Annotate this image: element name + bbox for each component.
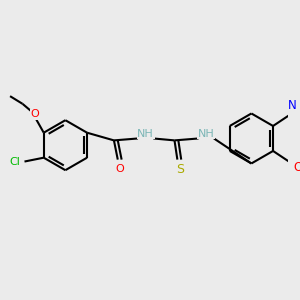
Text: O: O: [31, 110, 39, 119]
Text: O: O: [293, 161, 300, 174]
Text: N: N: [288, 99, 297, 112]
Text: NH: NH: [137, 129, 154, 139]
Text: Cl: Cl: [9, 157, 20, 166]
Text: NH: NH: [198, 129, 214, 139]
Text: S: S: [176, 163, 184, 176]
Text: O: O: [115, 164, 124, 174]
